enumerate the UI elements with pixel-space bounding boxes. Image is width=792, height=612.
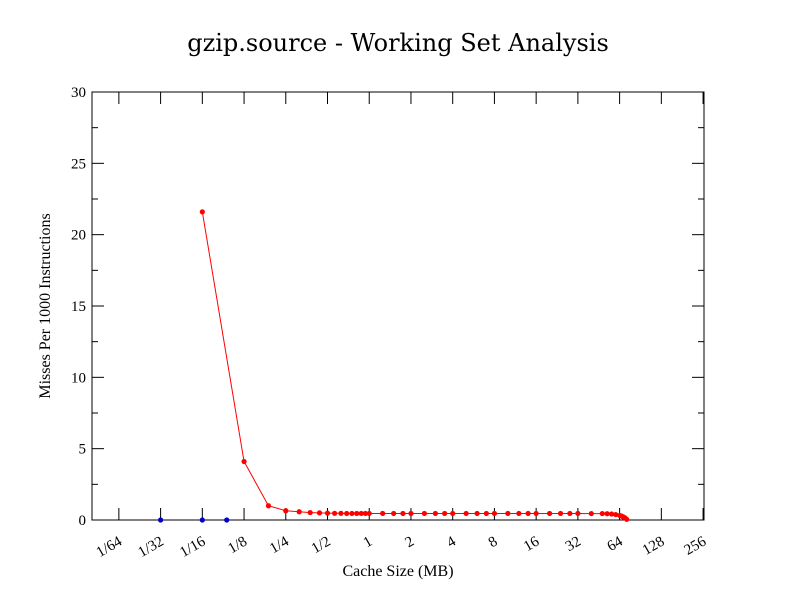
series-line [201,211,628,520]
x-axis: 1/64 1/32 1/16 1/8 1/4 1/2 1 2 4 8 16 32 64 128 256 [94,92,710,561]
data-point [575,510,581,517]
data-point [546,510,553,517]
data-point [283,508,289,514]
y-tick-label: 0 [79,513,87,529]
data-point [400,510,406,517]
data-point [157,517,164,523]
data-point [604,511,610,517]
plot-frame [91,91,705,521]
data-point [613,511,619,518]
data-point [199,209,205,215]
x-tick-label: 64 [605,533,626,555]
chart-title: gzip.source - Working Set Analysis [187,29,609,57]
data-point [316,510,323,516]
data-point [362,510,368,517]
data-point [349,510,355,517]
data-point [344,510,350,517]
data-point [354,510,360,517]
data-point [624,516,630,522]
data-point [533,510,539,517]
data-point [432,510,438,517]
data-point [557,510,564,517]
x-tick-label: 128 [640,534,667,559]
x-tick-label: 1/32 [135,534,166,561]
data-point [483,510,489,517]
data-point [380,510,386,517]
x-tick-label: 2 [402,534,416,552]
data-point [474,510,480,517]
y-tick-label: 25 [71,156,86,172]
data-point [224,517,230,523]
x-tick-label: 32 [563,534,584,555]
y-tick-label: 10 [71,370,86,386]
y-tick-label: 5 [79,442,87,458]
data-point [408,510,414,517]
data-point [296,509,302,515]
y-axis: 0 5 10 15 20 25 30 [71,85,704,529]
x-tick-label: 8 [486,534,500,552]
data-point [338,510,344,516]
y-tick-label: 20 [71,228,86,244]
data-point [366,510,372,517]
data-point [588,510,594,517]
data-point [525,510,531,517]
data-point [199,517,205,523]
data-point [421,510,428,517]
series-layer [157,209,630,523]
data-point [608,511,615,517]
data-point [567,510,573,517]
data-point [324,510,331,516]
data-point [505,510,511,517]
x-tick-label: 1 [361,534,375,552]
data-point [463,510,469,517]
data-point [450,510,456,517]
x-tick-label: 4 [444,533,459,551]
y-axis-label: Misses Per 1000 Instructions [37,213,54,398]
data-point [241,458,247,465]
data-point [599,510,605,517]
x-tick-label: 256 [682,533,710,558]
data-point [516,510,522,517]
x-axis-label: Cache Size (MB) [342,563,453,580]
data-point [442,510,448,517]
data-point [332,510,338,516]
data-point [358,510,364,517]
x-tick-label: 1/2 [309,534,334,557]
x-tick-label: 1/64 [94,533,126,560]
x-tick-label: 16 [521,533,542,555]
x-tick-label: 1/8 [225,534,250,557]
x-tick-label: 1/16 [177,533,209,560]
data-point [391,510,397,517]
y-tick-label: 15 [71,299,86,315]
data-point [491,510,498,517]
data-point [307,509,313,516]
data-point [265,503,272,509]
x-tick-label: 1/4 [267,533,292,557]
y-tick-label: 30 [71,85,86,101]
